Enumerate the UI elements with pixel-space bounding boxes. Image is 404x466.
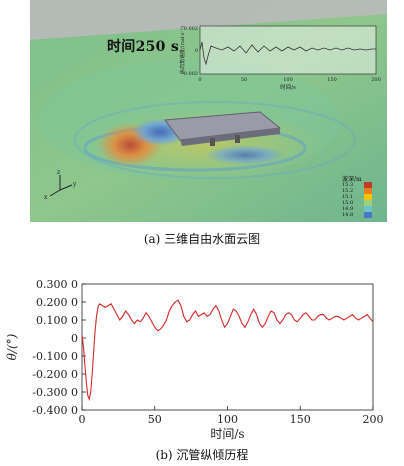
panel-b-caption: (b) 沉管纵倾历程 <box>155 448 249 462</box>
y-axis-label: θ/(°) <box>5 333 19 360</box>
x-tick-label: 100 <box>217 413 238 426</box>
legend-swatch <box>364 200 372 206</box>
legend-value: 15.3 <box>342 182 354 188</box>
x-tick-label: 200 <box>363 413 384 426</box>
inset-x-tick: 150 <box>327 77 337 83</box>
legend-swatch <box>364 188 372 194</box>
legend-row: 14.9 <box>342 206 372 212</box>
y-tick-label: -0.100 0 <box>32 350 78 363</box>
legend-swatch <box>364 206 372 212</box>
x-tick-label: 0 <box>79 413 86 426</box>
legend-value: 14.8 <box>342 212 354 218</box>
inset-x-tick: 50 <box>241 77 247 83</box>
x-tick-label: 50 <box>148 413 162 426</box>
axis-triad-y-label: y <box>72 181 77 188</box>
inset-ylabel: 纵向角速度/(rad·s⁻¹) <box>179 26 186 74</box>
inset-angular-velocity-line <box>199 41 376 66</box>
legend-value: 14.9 <box>342 206 354 212</box>
y-tick-label: 0.300 0 <box>36 278 78 291</box>
legend-value: 15.0 <box>342 200 354 206</box>
legend-title: 波深/m <box>342 176 362 183</box>
axis-triad-x-label: x <box>44 194 48 201</box>
inset-y-tick: 0 <box>195 48 198 54</box>
pitch-history-chart: 0.300 0 0.200 0 0.100 0 0 -0.100 0 -0.200 0 -0… <box>5 278 384 441</box>
legend-row: 15.1 <box>342 194 372 200</box>
inset-y-tick: -0.002 <box>182 71 198 77</box>
inset-xlabel: 时间/s <box>280 83 296 91</box>
inset-x-tick: 100 <box>283 77 293 83</box>
y-tick-label: -0.200 0 <box>32 368 78 381</box>
panel-a-caption: (a) 三维自由水面云图 <box>143 232 261 246</box>
inset-x-tick: 200 <box>371 77 381 83</box>
legend-row: 14.8 <box>342 212 372 218</box>
x-axis-label: 时间/s <box>210 427 244 441</box>
axis-triad-x <box>49 189 61 197</box>
y-tick-label: -0.300 0 <box>32 386 78 399</box>
inset-angular-velocity-chart: 纵向角速度/(rad·s⁻¹) 0.002 0 -0.002 0 50 100 … <box>179 25 381 91</box>
legend-swatch <box>364 182 372 188</box>
plot-frame <box>81 283 374 411</box>
axis-triad-z-label: z <box>57 169 60 176</box>
axis-triad-y <box>59 184 73 191</box>
inset-y-tick: 0.002 <box>184 26 198 32</box>
y-tick-label: -0.400 0 <box>32 404 78 417</box>
inset-x-tick: 0 <box>198 77 201 83</box>
y-tick-label: 0.100 0 <box>36 314 78 327</box>
legend-value: 15.2 <box>342 188 354 194</box>
scene-time-label: 时间250 s <box>107 39 180 55</box>
legend-row: 15.3 <box>342 182 372 188</box>
legend-swatch <box>364 194 372 200</box>
legend-swatch <box>364 212 372 218</box>
pitch-angle-series-line <box>81 299 374 402</box>
legend-row: 15.0 <box>342 200 372 206</box>
legend-row: 15.2 <box>342 188 372 194</box>
y-tick-label: 0.200 0 <box>36 296 78 309</box>
inset-plot-frame <box>199 25 377 75</box>
color-legend: 波深/m 15.3 15.2 15.1 15.0 14.9 14.8 <box>340 174 386 222</box>
legend-value: 15.1 <box>342 194 354 200</box>
y-tick-label: 0 <box>71 332 78 345</box>
x-tick-label: 150 <box>290 413 311 426</box>
